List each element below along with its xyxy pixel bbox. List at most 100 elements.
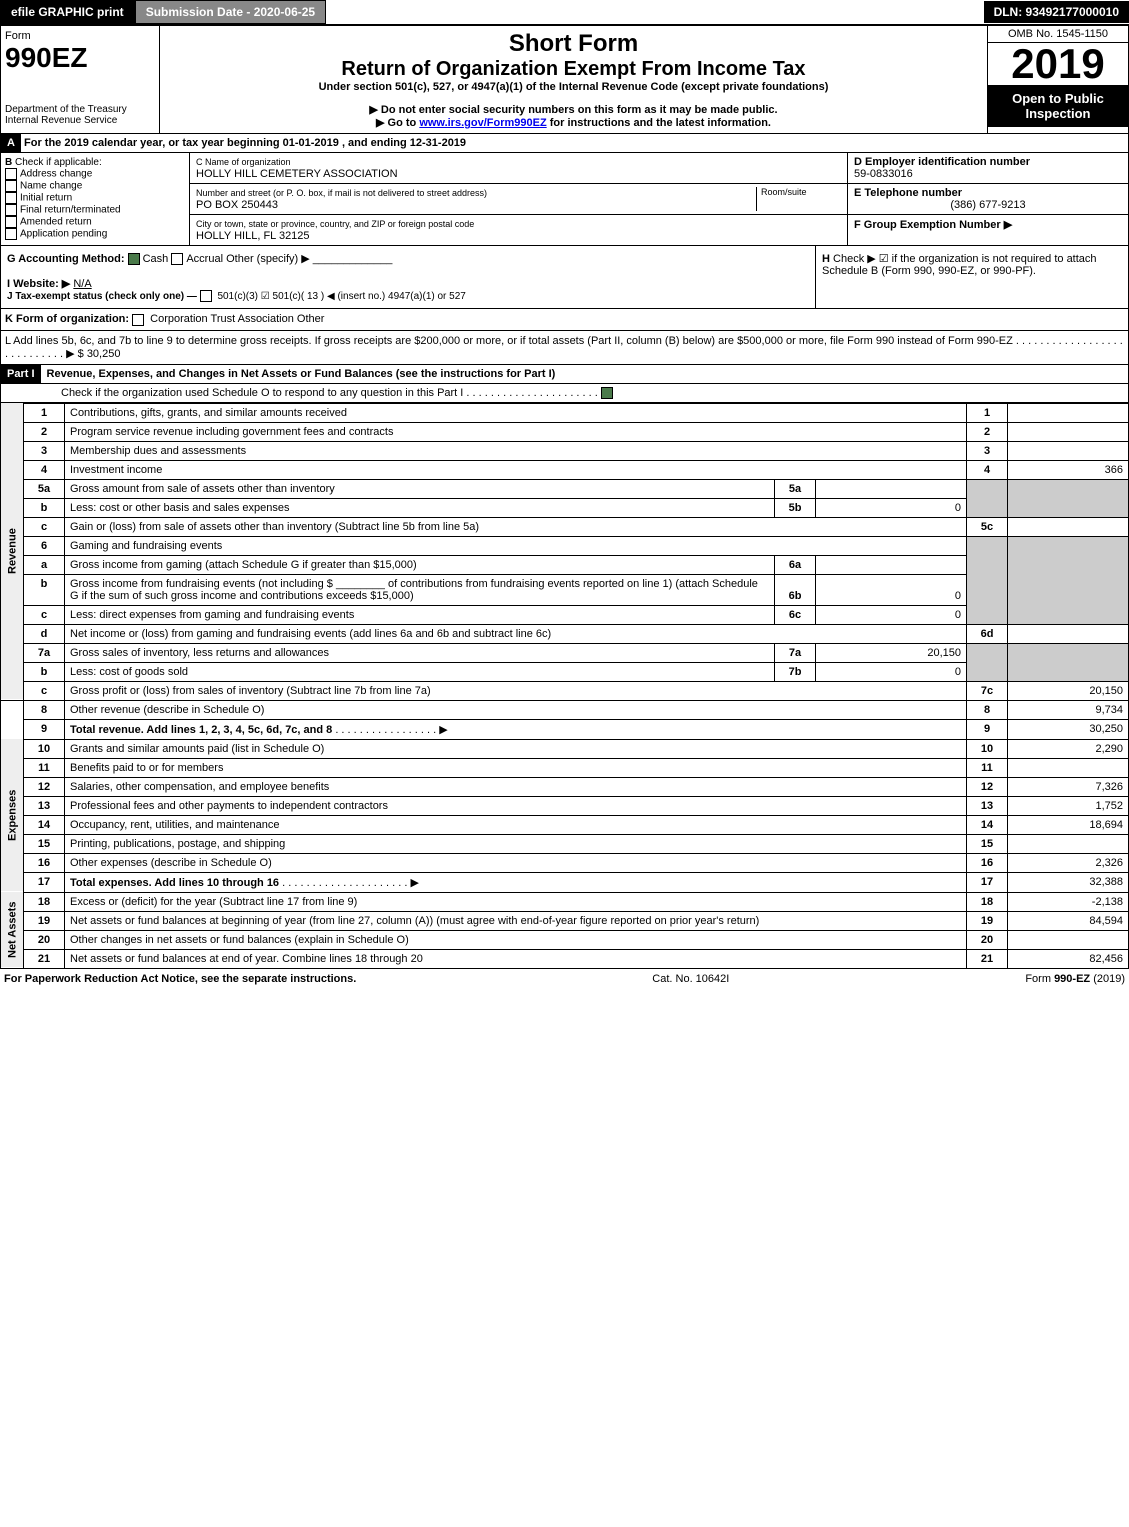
return-title: Return of Organization Exempt From Incom… [164,58,983,81]
line18-val: -2,138 [1008,892,1129,911]
h-text: Check ▶ ☑ if the organization is not req… [822,253,1097,277]
line11-text: Benefits paid to or for members [65,758,967,777]
line2-val [1008,422,1129,441]
info-block: B Check if applicable: Address change Na… [0,153,1129,246]
irs-label: Internal Revenue Service [5,115,155,126]
line8-val: 9,734 [1008,700,1129,719]
line4-text: Investment income [65,460,967,479]
line17-val: 32,388 [1008,872,1129,892]
line3-text: Membership dues and assessments [65,441,967,460]
part1-check-text: Check if the organization used Schedule … [61,387,463,399]
address-change-checkbox[interactable] [5,168,17,180]
line6d-val [1008,624,1129,643]
cash-label: Cash [143,253,169,265]
line6-text: Gaming and fundraising events [65,536,967,555]
e-label: E Telephone number [854,187,962,199]
amended-return-checkbox[interactable] [5,216,17,228]
form-header: Form 990EZ Department of the Treasury In… [0,25,1129,134]
part1-table: Revenue 1Contributions, gifts, grants, a… [0,403,1129,969]
line1-val [1008,403,1129,422]
c-name-label: C Name of organization [196,157,291,167]
j-opts: 501(c)(3) ☑ 501(c)( 13 ) ◀ (insert no.) … [217,291,465,302]
org-city: HOLLY HILL, FL 32125 [196,230,310,242]
line7c-val: 20,150 [1008,681,1129,700]
line6b-pre: Gross income from fundraising events (no… [70,578,333,590]
form-ref: Form 990-EZ (2019) [1025,973,1125,985]
submission-date-button[interactable]: Submission Date - 2020-06-25 [135,0,326,24]
expenses-section: Expenses [1,739,24,892]
d-label: D Employer identification number [854,156,1030,168]
ein: 59-0833016 [854,168,913,180]
cat-number: Cat. No. 10642I [652,973,729,985]
part1-label: Part I [1,365,41,383]
line5b-val: 0 [816,499,967,517]
501c3-checkbox[interactable] [200,290,212,302]
form-label: Form [5,30,155,42]
name-change-checkbox[interactable] [5,180,17,192]
line20-text: Other changes in net assets or fund bala… [65,930,967,949]
part1-title: Revenue, Expenses, and Changes in Net As… [41,365,562,383]
cash-checkbox[interactable] [128,253,140,265]
application-pending-label: Application pending [20,229,107,240]
name-change-label: Name change [20,181,82,192]
irs-link[interactable]: www.irs.gov/Form990EZ [419,117,546,129]
short-form-title: Short Form [164,30,983,58]
amended-return-label: Amended return [20,217,92,228]
line7a-text: Gross sales of inventory, less returns a… [65,644,775,662]
initial-return-checkbox[interactable] [5,192,17,204]
g-label: G Accounting Method: [7,253,125,265]
line15-text: Printing, publications, postage, and shi… [65,834,967,853]
l-text: L Add lines 5b, 6c, and 7b to line 9 to … [5,335,1013,347]
line6b-val: 0 [816,575,967,605]
line9-text: Total revenue. Add lines 1, 2, 3, 4, 5c,… [70,724,332,736]
line8-text: Other revenue (describe in Schedule O) [65,700,967,719]
b-label: Check if applicable: [15,157,102,168]
line6a-val [816,556,967,574]
under-section: Under section 501(c), 527, or 4947(a)(1)… [164,81,983,93]
application-pending-checkbox[interactable] [5,228,17,240]
line12-text: Salaries, other compensation, and employ… [65,777,967,796]
line6c-val: 0 [816,606,967,624]
no-ssn-warning: ▶ Do not enter social security numbers o… [164,103,983,116]
accrual-checkbox[interactable] [171,253,183,265]
tax-year: 2019 [988,43,1128,85]
line16-text: Other expenses (describe in Schedule O) [65,853,967,872]
open-inspection: Open to Public Inspection [988,85,1128,127]
dept-label: Department of the Treasury [5,104,155,115]
page-footer: For Paperwork Reduction Act Notice, see … [0,969,1129,989]
k-opts: Corporation Trust Association Other [150,313,324,325]
org-address: PO BOX 250443 [196,199,278,211]
line5b-text: Less: cost or other basis and sales expe… [65,499,775,517]
line11-val [1008,758,1129,777]
line1-text: Contributions, gifts, grants, and simila… [65,403,967,422]
corp-checkbox[interactable] [132,314,144,326]
line6d-text: Net income or (loss) from gaming and fun… [65,624,967,643]
line7b-text: Less: cost of goods sold [65,663,775,681]
line16-val: 2,326 [1008,853,1129,872]
accrual-label: Accrual [186,253,223,265]
line7b-val: 0 [816,663,967,681]
line19-val: 84,594 [1008,911,1129,930]
schedule-o-checkbox[interactable] [601,387,613,399]
line21-val: 82,456 [1008,949,1129,968]
j-label: J Tax-exempt status (check only one) — [7,291,197,302]
phone: (386) 677-9213 [854,199,1122,211]
k-label: K Form of organization: [5,313,129,325]
goto-post: for instructions and the latest informat… [547,117,771,129]
efile-print-button[interactable]: efile GRAPHIC print [0,0,135,24]
final-return-checkbox[interactable] [5,204,17,216]
line15-val [1008,834,1129,853]
line14-text: Occupancy, rent, utilities, and maintena… [65,815,967,834]
final-return-label: Final return/terminated [20,205,121,216]
line13-val: 1,752 [1008,796,1129,815]
line18-text: Excess or (deficit) for the year (Subtra… [65,892,967,911]
dln-label: DLN: 93492177000010 [984,1,1129,23]
f-label: F Group Exemption Number ▶ [854,219,1012,231]
line9-val: 30,250 [1008,719,1129,739]
pra-notice: For Paperwork Reduction Act Notice, see … [4,973,356,985]
line5a-val [816,480,967,498]
c-addr-label: Number and street (or P. O. box, if mail… [196,188,487,198]
other-method-label: Other (specify) ▶ [226,253,310,265]
line3-val [1008,441,1129,460]
line6a-text: Gross income from gaming (attach Schedul… [65,556,775,574]
